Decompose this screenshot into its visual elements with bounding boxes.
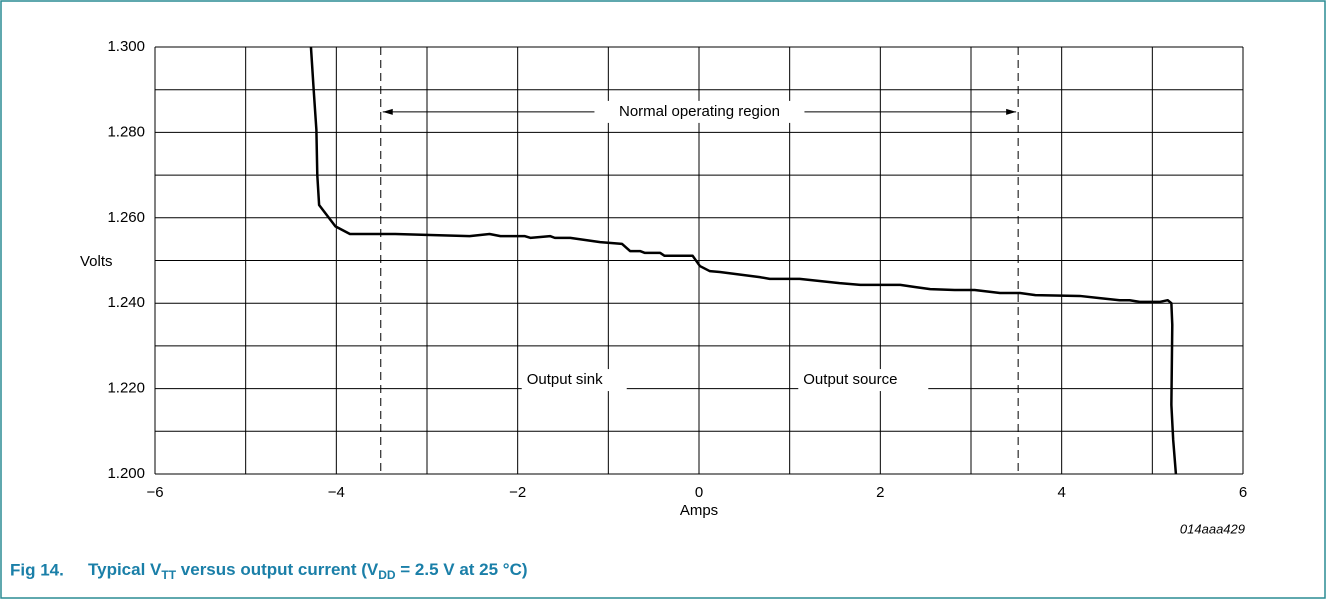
y-tick-label: 1.200 <box>107 465 145 482</box>
source-label: Output source <box>803 371 897 388</box>
y-tick-label: 1.280 <box>107 123 145 140</box>
caption-label: Fig 14. <box>10 560 64 579</box>
figure-id: 014aaa429 <box>1180 521 1245 536</box>
x-tick-label: 0 <box>695 484 703 501</box>
caption-subscript: DD <box>378 568 396 582</box>
arrow-head <box>382 108 393 115</box>
caption-text: Typical V <box>88 560 162 579</box>
x-tick-label: −6 <box>146 484 163 501</box>
caption-subscript: TT <box>161 568 176 582</box>
y-tick-label: 1.300 <box>107 38 145 55</box>
data-line <box>309 46 1178 475</box>
x-tick-label: −2 <box>509 484 526 501</box>
label-bg <box>594 100 805 123</box>
x-tick-label: 6 <box>1239 484 1247 501</box>
region-label: Normal operating region <box>619 103 780 120</box>
y-tick-label: 1.220 <box>107 380 145 397</box>
arrow-head <box>1006 108 1017 115</box>
caption: Typical VTT versus output current (VDD =… <box>88 560 528 582</box>
x-axis-label: Amps <box>680 502 718 519</box>
caption-text: versus output current (V <box>176 560 379 579</box>
y-tick-label: 1.260 <box>107 209 145 226</box>
caption-text: = 2.5 V at 25 °C) <box>396 560 528 579</box>
x-tick-label: 4 <box>1057 484 1065 501</box>
x-tick-label: −4 <box>328 484 345 501</box>
x-tick-label: 2 <box>876 484 884 501</box>
label-bg <box>798 369 929 392</box>
y-tick-label: 1.240 <box>107 294 145 311</box>
label-bg <box>521 369 627 392</box>
y-axis-label: Volts <box>80 253 113 270</box>
sink-label: Output sink <box>527 371 603 388</box>
